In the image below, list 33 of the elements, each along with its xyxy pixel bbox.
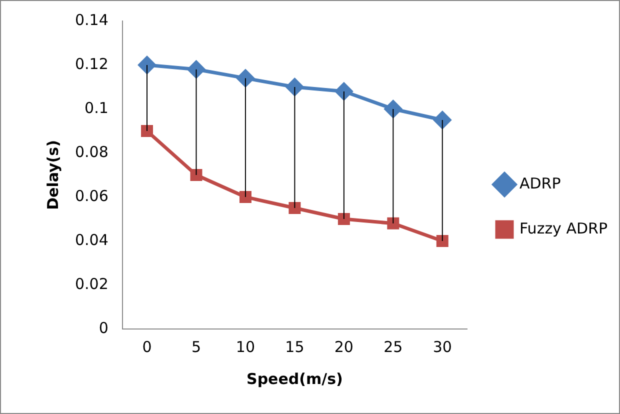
point [288,202,301,214]
y-tick-label: 0.14 [74,10,108,29]
y-axis-title: Delay(s) [44,140,62,210]
legend-label: Fuzzy ADRP [520,219,608,238]
point [190,169,202,181]
x-tick-label: 10 [236,338,256,356]
x-tick-label: 15 [285,338,304,356]
x-axis-title: Speed(m/s) [246,370,343,388]
point [239,191,252,203]
point [434,111,452,129]
y-tick-label: 0.06 [74,186,108,205]
point [141,125,154,137]
point [286,78,304,96]
point [236,69,254,87]
y-tick-label: 0.02 [74,274,108,293]
y-tick-label: 0.08 [74,142,108,161]
y-tick-label: 0.12 [74,54,108,73]
x-tick-label: 25 [384,338,403,356]
y-tick-label: 0.1 [84,98,108,117]
point [436,235,448,247]
point [138,56,156,74]
point [335,82,353,100]
x-tick-label: 30 [432,338,452,356]
point [387,217,400,230]
y-tick-label: 0.04 [74,230,108,249]
y-tick-label: 0 [98,318,108,337]
legend-label: ADRP [520,174,561,192]
point [187,60,205,78]
point [384,100,402,118]
point [338,213,350,225]
x-tick-label: 5 [191,338,202,356]
x-tick-label: 0 [142,338,152,356]
x-tick-label: 20 [334,338,354,356]
